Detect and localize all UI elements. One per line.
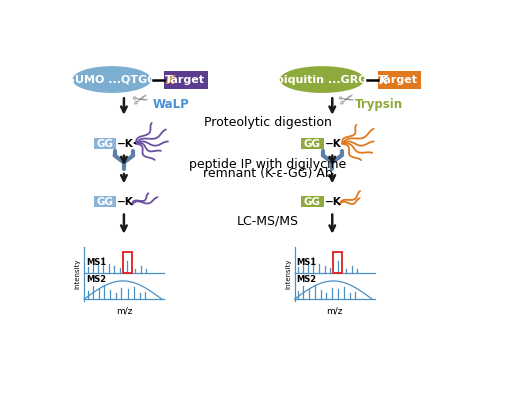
- Text: LC-MS/MS: LC-MS/MS: [236, 215, 299, 228]
- Text: GG: GG: [304, 196, 321, 206]
- Text: −K: −K: [325, 139, 341, 148]
- Text: SUMO ...QTGG: SUMO ...QTGG: [67, 74, 157, 84]
- Text: K: K: [378, 74, 388, 87]
- Text: Target: Target: [378, 75, 418, 85]
- Text: −K: −K: [325, 196, 341, 206]
- Text: Ubiquitin ...GRGG: Ubiquitin ...GRGG: [267, 74, 377, 84]
- Ellipse shape: [73, 66, 151, 93]
- FancyBboxPatch shape: [301, 138, 324, 149]
- Text: remnant (K-ε-GG) Ab: remnant (K-ε-GG) Ab: [203, 167, 333, 180]
- FancyBboxPatch shape: [377, 71, 421, 89]
- Text: Intensity: Intensity: [285, 259, 291, 289]
- Text: Intensity: Intensity: [75, 259, 81, 289]
- Text: GG: GG: [97, 139, 113, 148]
- Text: Target: Target: [164, 75, 205, 85]
- Text: Proteolytic digestion: Proteolytic digestion: [204, 116, 331, 129]
- Text: m/z: m/z: [326, 306, 342, 315]
- Text: K: K: [165, 74, 174, 87]
- Text: −K: −K: [117, 196, 134, 206]
- Text: MS2: MS2: [86, 275, 106, 284]
- Text: MS1: MS1: [296, 258, 317, 267]
- FancyBboxPatch shape: [164, 71, 208, 89]
- Text: m/z: m/z: [116, 306, 132, 315]
- Text: GG: GG: [97, 196, 113, 206]
- Text: GG: GG: [304, 139, 321, 148]
- FancyBboxPatch shape: [93, 138, 116, 149]
- Bar: [334, 251, 342, 273]
- Text: MS2: MS2: [296, 275, 317, 284]
- Text: WaLP: WaLP: [152, 98, 189, 111]
- Bar: [123, 251, 132, 273]
- Text: ✂: ✂: [130, 89, 150, 112]
- Text: −K·: −K·: [117, 139, 138, 148]
- FancyBboxPatch shape: [93, 196, 116, 207]
- Text: ✂: ✂: [336, 89, 357, 112]
- Ellipse shape: [280, 66, 364, 93]
- Text: peptide IP with digilycine: peptide IP with digilycine: [189, 158, 346, 171]
- Text: Trypsin: Trypsin: [354, 98, 402, 111]
- FancyBboxPatch shape: [301, 196, 324, 207]
- Text: MS1: MS1: [86, 258, 106, 267]
